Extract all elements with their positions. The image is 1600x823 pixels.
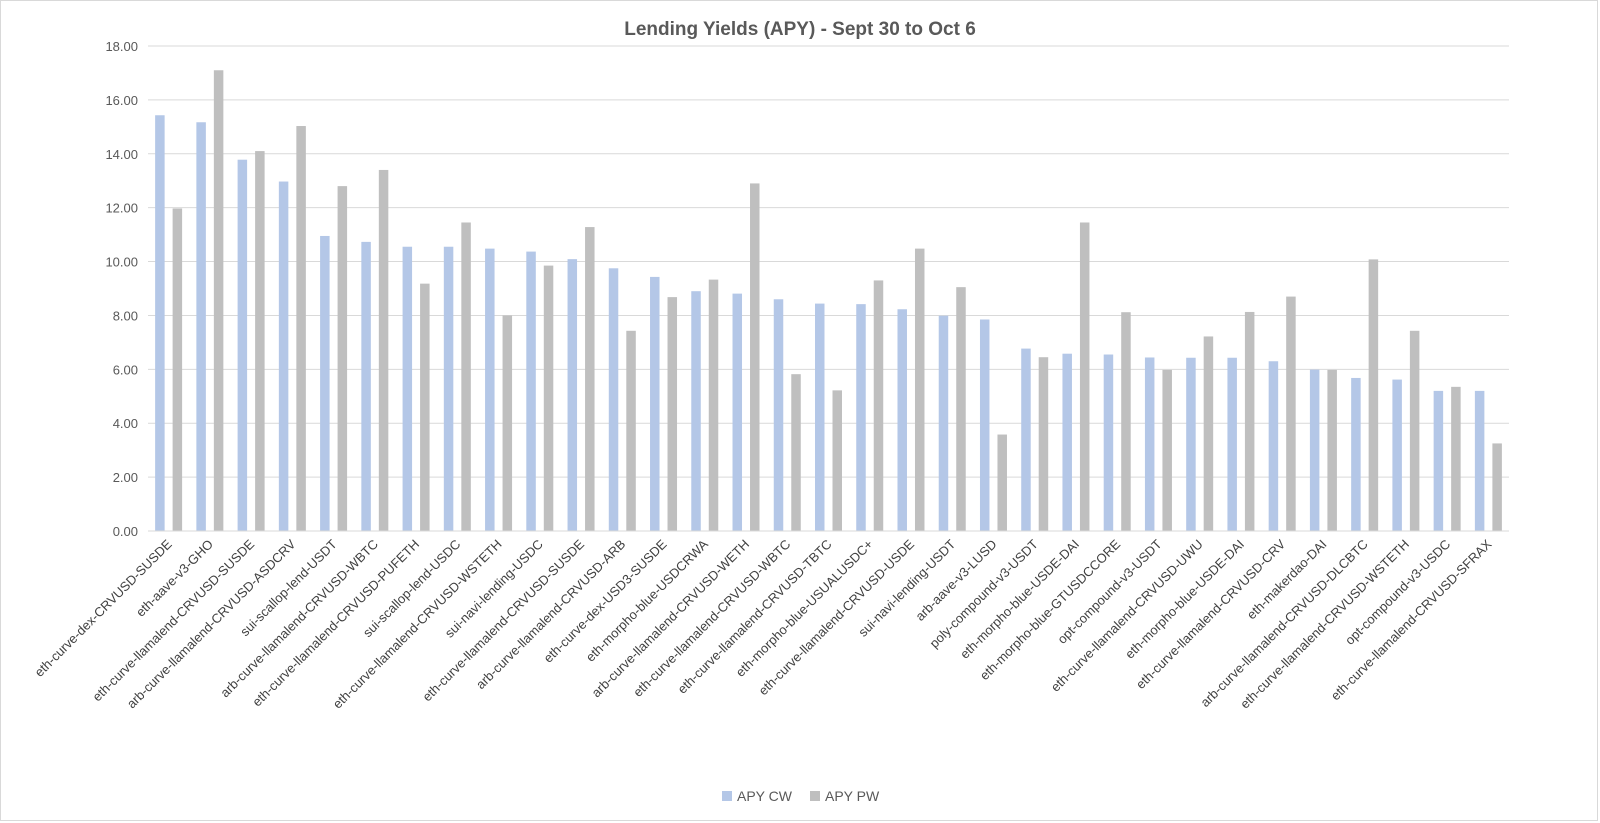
y-axis-ticks: 0.00 2.00 4.00 6.00 8.00 10.00 12.00 14.00 16.00… bbox=[105, 39, 138, 539]
bar-apy-cw bbox=[278, 181, 289, 531]
bar-apy-pw bbox=[1038, 357, 1049, 531]
x-category-label: arb-curve-llamalend-CRVUSD-ARB bbox=[473, 537, 629, 693]
bar-apy-cw bbox=[815, 303, 825, 531]
bar-apy-cw bbox=[1433, 390, 1444, 531]
bar-apy-pw bbox=[543, 265, 554, 531]
bar-apy-pw bbox=[667, 297, 678, 531]
bar-apy-pw bbox=[255, 151, 265, 532]
bar-apy-pw bbox=[791, 374, 801, 531]
bar-apy-cw bbox=[196, 122, 206, 531]
bar-apy-cw bbox=[1351, 377, 1361, 531]
bar-apy-cw bbox=[237, 159, 248, 531]
bar-apy-cw bbox=[691, 291, 701, 531]
bar-apy-pw bbox=[1409, 330, 1420, 531]
chart-title: Lending Yields (APY) - Sept 30 to Oct 6 bbox=[624, 19, 976, 40]
bar-apy-cw bbox=[773, 299, 784, 531]
bar-apy-pw bbox=[213, 70, 224, 531]
bar-apy-pw bbox=[420, 283, 430, 531]
x-category-label: eth-curve-llamalend-CRVUSD-TBTC bbox=[675, 537, 835, 697]
bar-apy-cw bbox=[1309, 369, 1320, 531]
bar-apy-cw bbox=[856, 304, 866, 531]
bar-apy-pw bbox=[750, 183, 760, 531]
y-tick-label: 4.00 bbox=[113, 416, 138, 431]
y-tick-label: 14.00 bbox=[105, 147, 138, 162]
bar-apy-pw bbox=[832, 390, 842, 531]
bar-apy-pw bbox=[172, 208, 183, 531]
bar-apy-cw bbox=[320, 235, 330, 532]
bar-apy-pw bbox=[1203, 336, 1214, 531]
bar-apy-pw bbox=[337, 186, 348, 531]
bar-apy-cw bbox=[732, 293, 743, 531]
bar-apy-pw bbox=[1162, 369, 1172, 531]
bar-apy-pw bbox=[1244, 311, 1255, 531]
bars bbox=[155, 70, 1502, 532]
legend-swatch-apy-cw bbox=[722, 791, 732, 801]
bar-apy-pw bbox=[873, 280, 884, 531]
legend: APY CW APY PW bbox=[722, 788, 880, 804]
bar-apy-pw bbox=[296, 126, 306, 532]
bar-apy-pw bbox=[1451, 386, 1461, 531]
y-tick-label: 6.00 bbox=[113, 362, 138, 377]
bar-apy-pw bbox=[1492, 443, 1502, 531]
y-tick-label: 2.00 bbox=[113, 470, 138, 485]
bar-apy-cw bbox=[1268, 361, 1279, 531]
y-tick-label: 18.00 bbox=[105, 39, 138, 54]
bar-apy-pw bbox=[1121, 312, 1131, 531]
x-category-label: eth-aave-v3-GHO bbox=[133, 537, 216, 620]
bar-apy-cw bbox=[1227, 357, 1237, 531]
bar-apy-cw bbox=[155, 115, 165, 531]
legend-swatch-apy-pw bbox=[810, 791, 820, 801]
bar-apy-pw bbox=[502, 315, 513, 531]
bar-apy-cw bbox=[1392, 379, 1402, 531]
bar-apy-pw bbox=[1079, 222, 1090, 531]
bar-apy-cw bbox=[1186, 357, 1196, 531]
gridlines bbox=[148, 45, 1509, 478]
bar-apy-pw bbox=[1368, 259, 1379, 531]
bar-apy-cw bbox=[608, 268, 619, 531]
bar-apy-pw bbox=[956, 287, 966, 531]
bar-apy-cw bbox=[1103, 354, 1114, 531]
y-tick-label: 8.00 bbox=[113, 308, 138, 323]
y-tick-label: 12.00 bbox=[105, 201, 138, 216]
bar-apy-pw bbox=[997, 434, 1007, 531]
x-category-label: eth-curve-llamalend-CRVUSD-CRV bbox=[1133, 536, 1289, 692]
bar-apy-pw bbox=[626, 330, 636, 531]
bar-apy-cw bbox=[443, 246, 454, 531]
bar-apy-cw bbox=[650, 276, 660, 531]
bar-apy-pw bbox=[1327, 369, 1337, 531]
bar-apy-cw bbox=[979, 319, 990, 531]
bar-apy-cw bbox=[526, 251, 536, 531]
legend-label-apy-pw: APY PW bbox=[825, 788, 880, 804]
y-tick-label: 0.00 bbox=[113, 524, 138, 539]
x-category-label: eth-curve-llamalend-CRVUSD-UWU bbox=[1048, 537, 1206, 695]
bar-apy-cw bbox=[897, 309, 907, 531]
bar-apy-cw bbox=[361, 241, 371, 531]
bar-apy-cw bbox=[1144, 357, 1155, 531]
x-axis-labels: eth-curve-dex-CRVUSD-SUSDEeth-aave-v3-GH… bbox=[31, 536, 1494, 711]
bar-apy-cw bbox=[1062, 353, 1072, 531]
legend-label-apy-cw: APY CW bbox=[737, 788, 793, 804]
bar-apy-cw bbox=[1021, 348, 1031, 531]
bar-apy-pw bbox=[914, 248, 925, 531]
bar-apy-pw bbox=[585, 227, 595, 532]
bar-apy-pw bbox=[708, 279, 719, 531]
bar-apy-pw bbox=[1286, 296, 1296, 531]
bar-apy-cw bbox=[402, 246, 413, 531]
bar-apy-cw bbox=[485, 248, 495, 531]
bar-apy-pw bbox=[378, 169, 389, 531]
y-tick-label: 10.00 bbox=[105, 255, 138, 270]
bar-apy-cw bbox=[567, 259, 578, 531]
bar-apy-cw bbox=[1474, 390, 1485, 531]
bar-apy-cw bbox=[938, 315, 949, 531]
y-tick-label: 16.00 bbox=[105, 93, 138, 108]
bar-apy-pw bbox=[461, 222, 471, 531]
